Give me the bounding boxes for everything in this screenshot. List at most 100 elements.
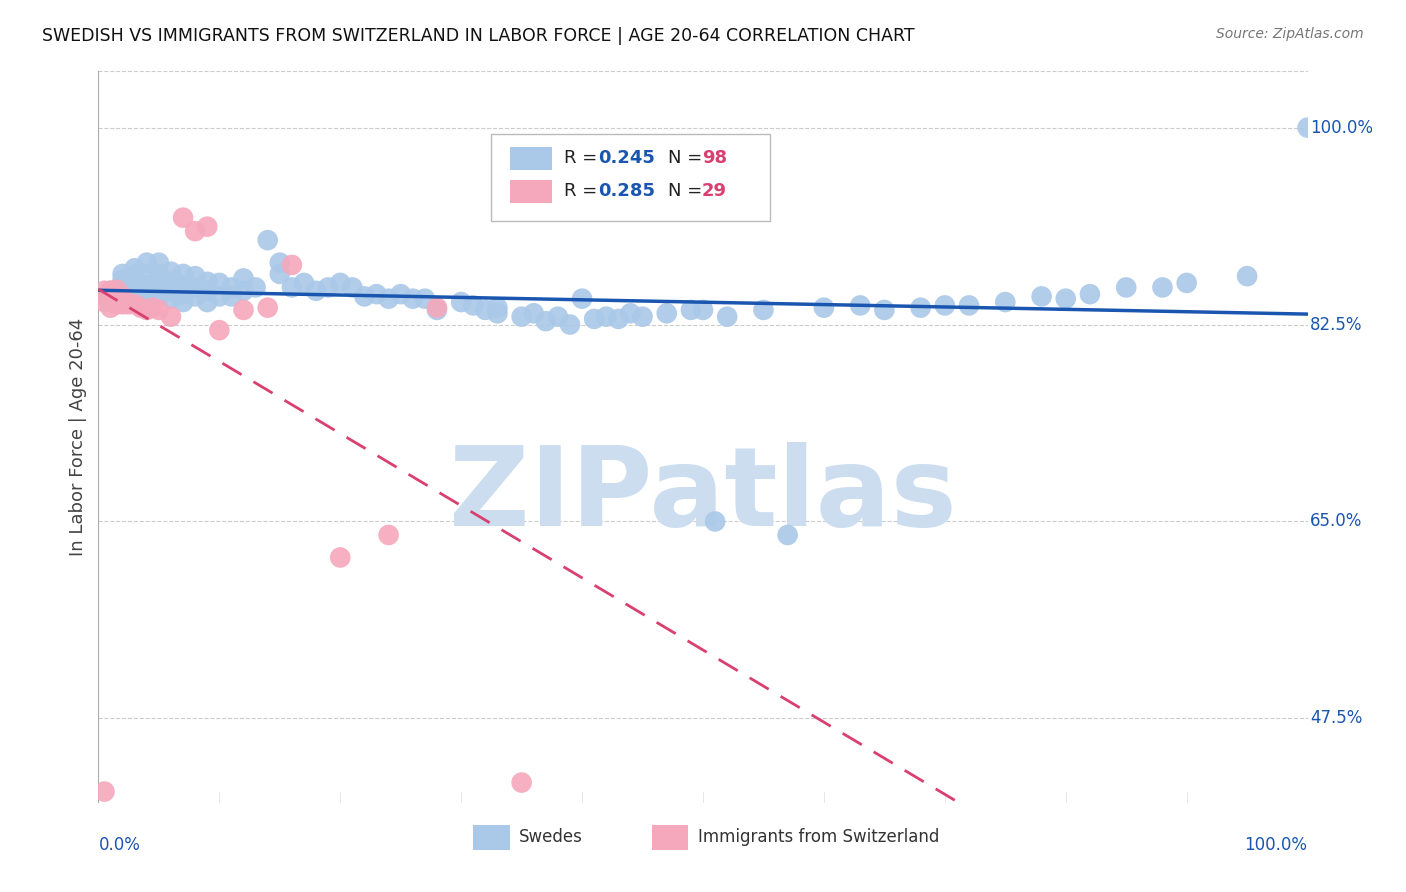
Point	[208, 276, 231, 290]
Point	[221, 289, 243, 303]
Bar	[652, 825, 689, 850]
Point	[329, 550, 352, 565]
Point	[100, 295, 122, 310]
Text: N =: N =	[668, 182, 709, 201]
Point	[679, 302, 702, 317]
Point	[100, 292, 122, 306]
Point	[486, 306, 509, 320]
Point	[184, 280, 207, 294]
Point	[607, 312, 630, 326]
Point	[510, 775, 533, 789]
Point	[148, 255, 170, 269]
Point	[1152, 280, 1174, 294]
Point	[135, 302, 157, 317]
Point	[377, 292, 399, 306]
Point	[111, 267, 134, 281]
Point	[111, 278, 134, 293]
Point	[135, 289, 157, 303]
Point	[655, 306, 678, 320]
Point	[292, 276, 315, 290]
Point	[1236, 269, 1258, 284]
Point	[692, 302, 714, 317]
Point	[232, 271, 254, 285]
Point	[534, 314, 557, 328]
Point	[195, 219, 218, 234]
Point	[316, 280, 339, 294]
Text: 100.0%: 100.0%	[1310, 119, 1374, 136]
Point	[184, 289, 207, 303]
Point	[413, 292, 436, 306]
Text: Swedes: Swedes	[519, 828, 583, 847]
Point	[486, 301, 509, 315]
Point	[195, 295, 218, 310]
Point	[111, 289, 134, 303]
Point	[172, 287, 194, 301]
Point	[195, 275, 218, 289]
Point	[353, 289, 375, 303]
Point	[111, 289, 134, 303]
Point	[172, 295, 194, 310]
Point	[1115, 280, 1137, 294]
Point	[93, 784, 115, 798]
Point	[160, 275, 183, 289]
Point	[124, 297, 146, 311]
Bar	[509, 179, 551, 203]
Point	[269, 255, 291, 269]
Text: Source: ZipAtlas.com: Source: ZipAtlas.com	[1216, 27, 1364, 41]
Point	[135, 284, 157, 298]
Point	[124, 267, 146, 281]
Point	[305, 284, 328, 298]
Point	[245, 280, 267, 294]
Point	[148, 280, 170, 294]
Point	[523, 306, 546, 320]
Text: 0.245: 0.245	[598, 149, 655, 168]
Point	[776, 528, 799, 542]
Point	[450, 295, 472, 310]
Point	[1078, 287, 1101, 301]
Point	[195, 284, 218, 298]
Point	[111, 272, 134, 286]
Text: SWEDISH VS IMMIGRANTS FROM SWITZERLAND IN LABOR FORCE | AGE 20-64 CORRELATION CH: SWEDISH VS IMMIGRANTS FROM SWITZERLAND I…	[42, 27, 915, 45]
Point	[631, 310, 654, 324]
Point	[93, 295, 115, 310]
Point	[571, 292, 593, 306]
Point	[160, 310, 183, 324]
Point	[105, 297, 128, 311]
Point	[716, 310, 738, 324]
Point	[129, 301, 152, 315]
Point	[172, 278, 194, 293]
Point	[135, 255, 157, 269]
Y-axis label: In Labor Force | Age 20-64: In Labor Force | Age 20-64	[69, 318, 87, 557]
Point	[281, 258, 304, 272]
Point	[269, 267, 291, 281]
Point	[426, 302, 449, 317]
Point	[135, 267, 157, 281]
Text: 98: 98	[702, 149, 727, 168]
Point	[105, 289, 128, 303]
Point	[93, 284, 115, 298]
Point	[752, 302, 775, 317]
Point	[118, 297, 141, 311]
Point	[100, 301, 122, 315]
Point	[583, 312, 606, 326]
Point	[342, 280, 364, 294]
Point	[474, 302, 496, 317]
Point	[389, 287, 412, 301]
Point	[148, 302, 170, 317]
Text: R =: R =	[564, 149, 603, 168]
Point	[184, 224, 207, 238]
Point	[100, 284, 122, 298]
Point	[160, 265, 183, 279]
Point	[160, 284, 183, 298]
Text: 0.0%: 0.0%	[98, 836, 141, 854]
Point	[148, 289, 170, 303]
Point	[135, 278, 157, 293]
Point	[142, 301, 165, 315]
Text: 100.0%: 100.0%	[1244, 836, 1308, 854]
Point	[160, 292, 183, 306]
Point	[873, 302, 896, 317]
Point	[221, 280, 243, 294]
Point	[957, 298, 980, 312]
Point	[111, 297, 134, 311]
Point	[100, 284, 122, 298]
